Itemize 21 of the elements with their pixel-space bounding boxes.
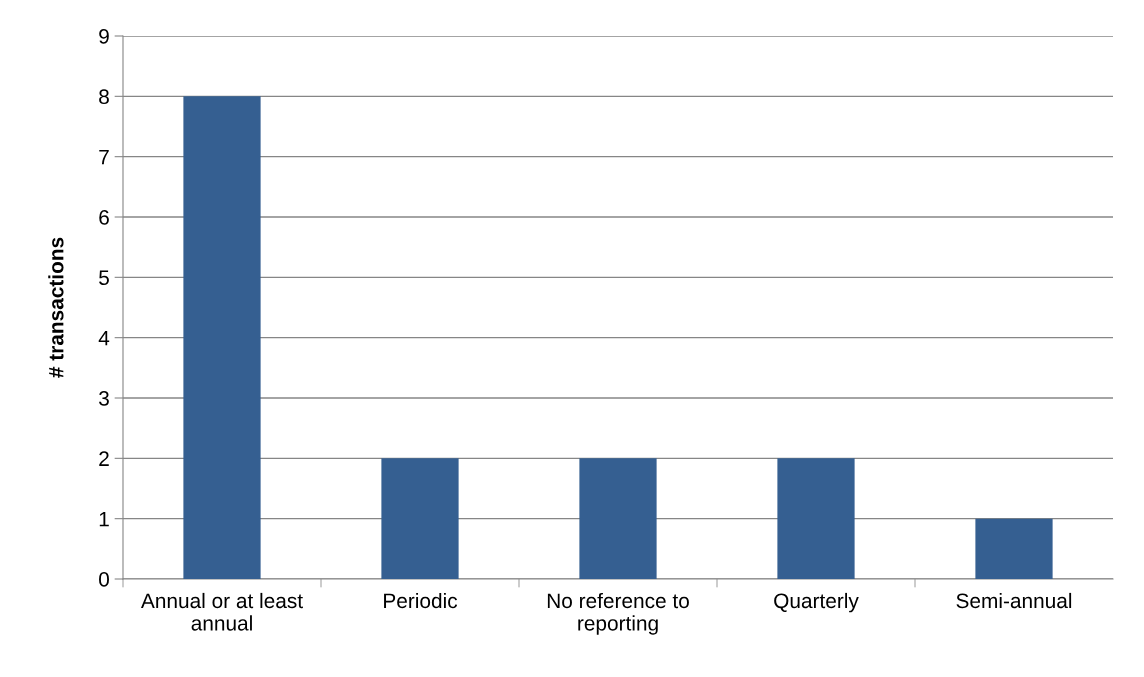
- bar: [579, 458, 657, 579]
- bar: [381, 458, 459, 579]
- x-tick-label: Quarterly: [774, 592, 859, 613]
- bar: [183, 96, 261, 579]
- x-tick-label: Periodic: [384, 592, 458, 609]
- y-tick-label: 4: [98, 330, 110, 346]
- y-tick-label: 3: [99, 391, 109, 406]
- x-tick-label: No reference to reporting: [547, 592, 689, 635]
- y-tick-label: 5: [99, 270, 109, 286]
- x-tick-label: Semi-annual: [956, 592, 1072, 609]
- bar: [777, 458, 855, 579]
- y-tick-label: 7: [99, 149, 109, 165]
- y-tick-label: 2: [99, 451, 109, 466]
- x-tick-label: Annual or at least annual: [140, 592, 303, 631]
- y-tick-label: 8: [99, 89, 109, 105]
- y-tick-label: 9: [99, 29, 109, 44]
- bar: [975, 518, 1053, 579]
- y-tick-label: 6: [99, 210, 109, 225]
- y-tick-label: 1: [99, 511, 109, 527]
- y-axis-title: # transactions: [48, 237, 64, 378]
- y-tick-label: 0: [99, 572, 109, 587]
